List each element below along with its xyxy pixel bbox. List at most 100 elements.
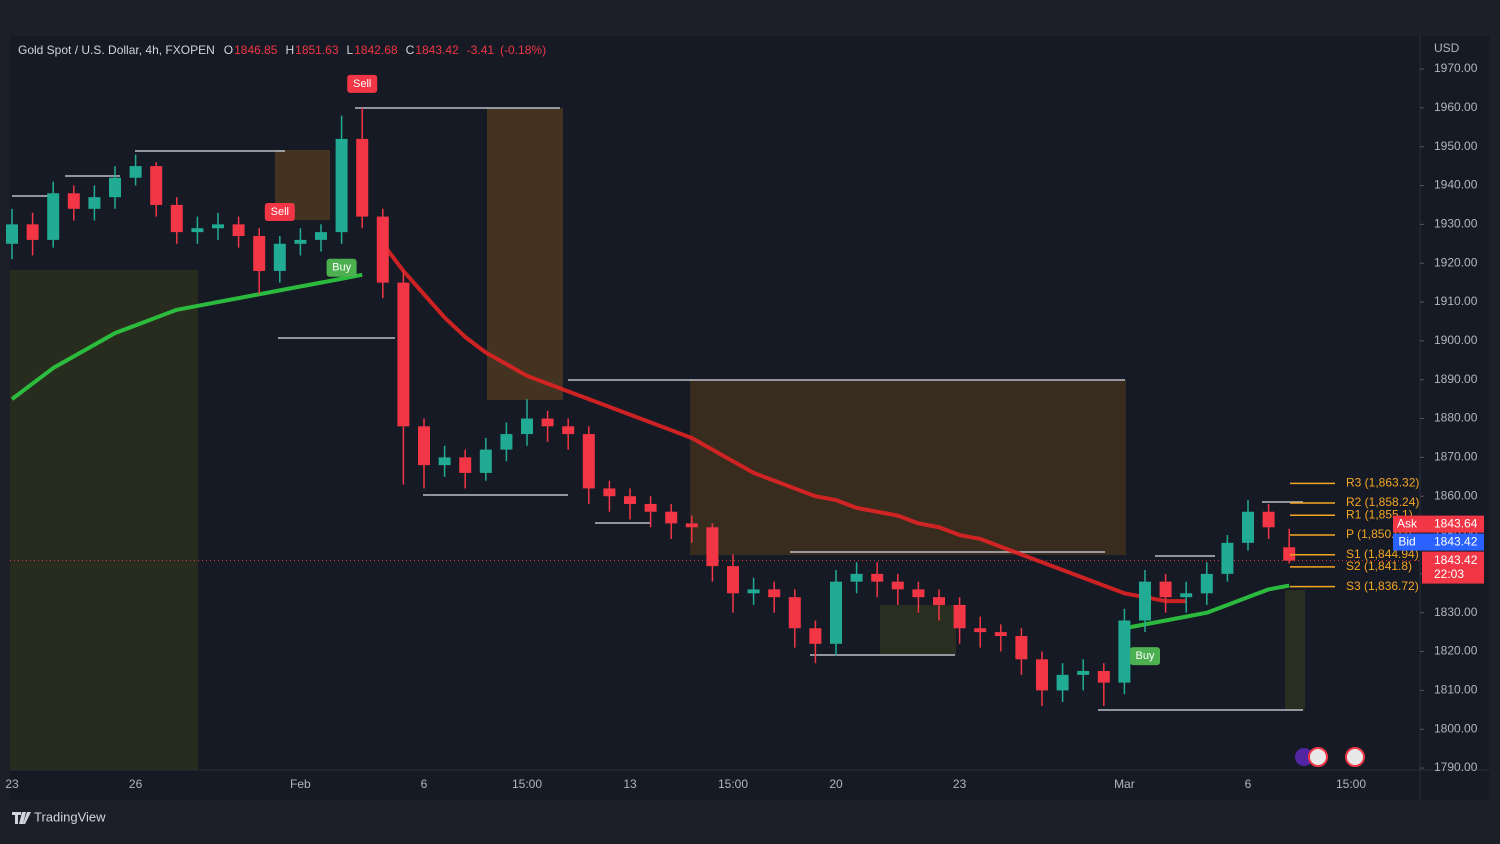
y-tick-label: 1790.00 bbox=[1434, 760, 1478, 774]
candle-body bbox=[1283, 547, 1296, 561]
candle-body bbox=[129, 166, 142, 178]
candle-body bbox=[624, 496, 636, 504]
candle-body bbox=[273, 243, 286, 271]
candle-body bbox=[356, 138, 369, 217]
quote-label: Ask bbox=[1397, 516, 1418, 530]
candle-body bbox=[397, 282, 410, 427]
x-tick-label: 15:00 bbox=[1336, 777, 1366, 791]
candle-body bbox=[953, 604, 966, 629]
signal: Sell bbox=[264, 203, 295, 222]
y-tick-label: 1920.00 bbox=[1434, 255, 1478, 269]
event-icon[interactable] bbox=[1308, 747, 1328, 767]
legend-text: 1842.68 bbox=[354, 43, 398, 57]
y-tick-label: 1800.00 bbox=[1434, 721, 1478, 735]
candle-body bbox=[1200, 573, 1213, 594]
legend-text: H bbox=[285, 43, 294, 57]
signal-label: Sell bbox=[353, 78, 371, 90]
signal-badge bbox=[264, 203, 295, 222]
candle-body bbox=[418, 426, 430, 466]
candle-body bbox=[727, 566, 739, 594]
candle-body bbox=[479, 449, 492, 473]
candle-body bbox=[26, 224, 39, 240]
candle-body bbox=[665, 511, 678, 524]
x-tick-label: 23 bbox=[953, 777, 967, 791]
pivot-label: R2 (1,858.24) bbox=[1346, 495, 1419, 509]
candle-body bbox=[1242, 511, 1254, 543]
y-tick-label: 1940.00 bbox=[1434, 178, 1478, 192]
candle-body bbox=[1056, 674, 1069, 691]
event-icon[interactable] bbox=[1295, 748, 1313, 766]
legend-text: (-0.18%) bbox=[500, 43, 546, 57]
signal: Buy bbox=[1130, 647, 1160, 666]
currency: USD bbox=[1434, 41, 1460, 55]
candle-body bbox=[562, 426, 575, 435]
signal-label: Sell bbox=[271, 206, 289, 218]
legend-text: O bbox=[224, 43, 233, 57]
candle-body bbox=[109, 177, 121, 198]
candle-body bbox=[1077, 670, 1090, 675]
x-tick-label: 15:00 bbox=[718, 777, 748, 791]
candle-body bbox=[871, 573, 884, 582]
last-price-box bbox=[1422, 551, 1484, 584]
event-icon[interactable] bbox=[1345, 747, 1365, 767]
legend-text: Gold Spot / U.S. Dollar, 4h, FXOPEN bbox=[18, 43, 215, 57]
chart-background bbox=[10, 36, 1490, 800]
x-tick-label: 20 bbox=[829, 777, 843, 791]
candle-body bbox=[6, 224, 18, 244]
candle-body bbox=[150, 166, 163, 205]
pivot-label: R3 (1,863.32) bbox=[1346, 475, 1419, 489]
candle-body bbox=[685, 523, 698, 528]
moving-average bbox=[381, 242, 1187, 604]
legend-text: 1851.63 bbox=[295, 43, 339, 57]
candle-body bbox=[1139, 581, 1151, 621]
x-tick-label: 26 bbox=[129, 777, 143, 791]
y-tick-label: 1950.00 bbox=[1434, 139, 1478, 153]
candle-body bbox=[1118, 620, 1131, 683]
candle-body bbox=[294, 239, 307, 244]
legend-text: C bbox=[406, 43, 415, 57]
candle-body bbox=[1015, 636, 1028, 660]
candle-body bbox=[376, 216, 389, 283]
candle-body bbox=[830, 581, 842, 644]
zones bbox=[10, 107, 1305, 770]
y-tick-label: 1960.00 bbox=[1434, 100, 1478, 114]
candle-body bbox=[1262, 511, 1275, 528]
candle-body bbox=[850, 573, 863, 582]
candle-body bbox=[170, 204, 183, 233]
y-tick-label: 1810.00 bbox=[1434, 683, 1478, 697]
candle-body bbox=[1159, 581, 1172, 598]
candle-body bbox=[603, 488, 616, 497]
quote-value: 1843.42 bbox=[1434, 534, 1478, 548]
quote-label: Bid bbox=[1398, 534, 1415, 548]
candle-body bbox=[500, 434, 513, 450]
candle-body bbox=[994, 632, 1007, 637]
x-tick-label: 6 bbox=[1245, 777, 1252, 791]
range-lines bbox=[12, 107, 1303, 711]
candle-body bbox=[232, 224, 245, 237]
x-tick-label: Feb bbox=[290, 777, 311, 791]
candle-body bbox=[1097, 670, 1110, 683]
brand-logo bbox=[12, 812, 31, 824]
quote-value: 1843.64 bbox=[1434, 516, 1478, 530]
signal-badge bbox=[326, 258, 357, 277]
y-tick-label: 1910.00 bbox=[1434, 294, 1478, 308]
candle-body bbox=[521, 418, 533, 435]
candle-body bbox=[1221, 542, 1234, 574]
signal-badge bbox=[1130, 647, 1160, 666]
x-tick-label: 13 bbox=[623, 777, 637, 791]
candle-body bbox=[459, 457, 472, 473]
candle-body bbox=[974, 628, 987, 633]
legend-text: L bbox=[347, 43, 354, 57]
candle-body bbox=[788, 597, 801, 629]
x-tick-label: Mar bbox=[1114, 777, 1135, 791]
candle-body bbox=[1180, 593, 1193, 598]
y-tick-label: 1830.00 bbox=[1434, 605, 1478, 619]
legend-text: 1843.42 bbox=[415, 43, 459, 57]
legend-text: -3.41 bbox=[467, 43, 495, 57]
zone bbox=[880, 605, 956, 655]
pivot-label: S2 (1,841.8) bbox=[1346, 559, 1412, 573]
x-tick-label: 23 bbox=[5, 777, 19, 791]
candle-body bbox=[644, 503, 657, 512]
candle-body bbox=[891, 581, 904, 590]
